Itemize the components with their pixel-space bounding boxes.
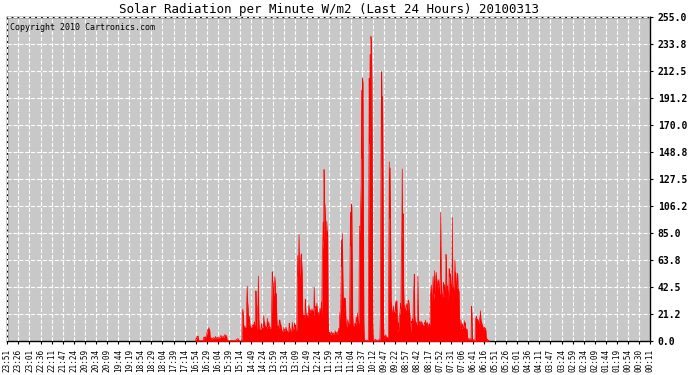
Text: Copyright 2010 Cartronics.com: Copyright 2010 Cartronics.com — [10, 23, 155, 32]
Title: Solar Radiation per Minute W/m2 (Last 24 Hours) 20100313: Solar Radiation per Minute W/m2 (Last 24… — [119, 3, 539, 16]
